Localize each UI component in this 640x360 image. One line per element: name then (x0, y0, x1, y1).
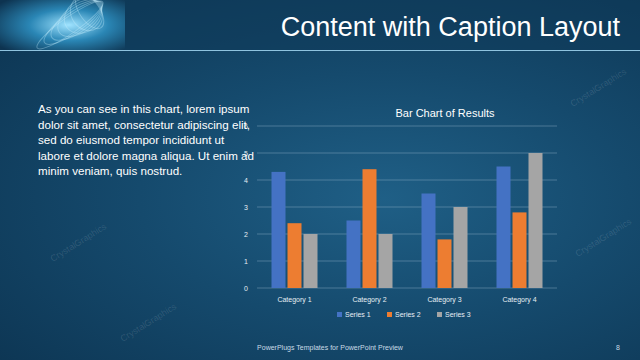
bar (497, 167, 511, 289)
grid-line (257, 288, 557, 289)
bar (438, 239, 452, 288)
header-rule (0, 50, 640, 51)
legend-swatch (387, 312, 392, 317)
bar (288, 223, 302, 288)
grid-line (257, 207, 557, 208)
y-tick-label: 3 (244, 204, 248, 211)
bar (454, 207, 468, 288)
bar (422, 194, 436, 289)
x-tick-label: Category 1 (277, 296, 311, 304)
page-number: 8 (616, 344, 620, 351)
y-tick-label: 0 (244, 285, 248, 292)
bar (529, 153, 543, 288)
bar (363, 169, 377, 288)
x-tick-label: Category 3 (427, 296, 461, 304)
x-tick-label: Category 4 (502, 296, 536, 304)
header-swirl (70, 0, 109, 33)
footer: PowerPlugs Templates for PowerPoint Prev… (257, 344, 404, 352)
y-tick-label: 1 (244, 258, 248, 265)
slide-title: Content with Caption Layout (250, 12, 620, 43)
y-tick-label: 4 (244, 177, 248, 184)
chart-title: Bar Chart of Results (395, 107, 495, 119)
grid-line (257, 234, 557, 235)
grid-line (257, 153, 557, 154)
watermark: CrystalGraphics (49, 221, 109, 264)
x-tick-label: Category 2 (352, 296, 386, 304)
watermark: CrystalGraphics (119, 301, 179, 344)
header-image (0, 0, 125, 50)
legend-swatch (337, 312, 342, 317)
chart: CrystalGraphicsCrystalGraphicsCrystalGra… (0, 0, 640, 360)
bars (272, 153, 543, 288)
legend-label: Series 1 (345, 311, 371, 318)
y-tick-label: 2 (244, 231, 248, 238)
caption: As you can see in this chart, lorem ipsu… (38, 101, 256, 179)
watermark: CrystalGraphics (574, 216, 634, 259)
bar (513, 212, 527, 288)
bar (347, 221, 361, 289)
grid-line (257, 126, 557, 127)
bar (272, 172, 286, 288)
watermark: CrystalGraphics (569, 66, 629, 109)
legend-swatch (437, 312, 442, 317)
grid-line (257, 261, 557, 262)
grid-line (257, 180, 557, 181)
bar (379, 234, 393, 288)
bar (304, 234, 318, 288)
legend-label: Series 3 (445, 311, 471, 318)
header-swirl (58, 0, 109, 40)
header-band (0, 0, 640, 50)
header-swirl (64, 0, 109, 37)
slide: CrystalGraphicsCrystalGraphicsCrystalGra… (0, 0, 640, 360)
legend-label: Series 2 (395, 311, 421, 318)
